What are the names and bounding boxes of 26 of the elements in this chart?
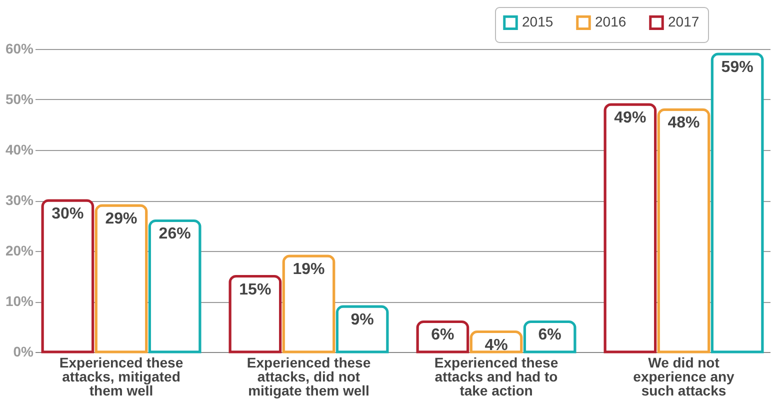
data-label: 6%: [538, 326, 562, 344]
data-label: 26%: [158, 226, 191, 243]
x-tick-label: We did not experience any such attacks: [633, 354, 735, 398]
y-tick-label: 60%: [5, 40, 34, 56]
x-tick-label: Experienced these attacks and had to take action: [434, 354, 558, 398]
data-label: 59%: [721, 59, 754, 76]
data-label: 49%: [614, 110, 646, 127]
legend-label: 2017: [668, 14, 700, 30]
y-tick-label: 50%: [5, 91, 34, 107]
data-label: 30%: [52, 206, 84, 222]
y-tick-label: 20%: [5, 242, 34, 258]
y-tick-label: 40%: [5, 142, 34, 158]
data-label: 6%: [431, 326, 454, 344]
data-label: 19%: [292, 261, 325, 278]
data-label: 15%: [239, 281, 272, 298]
data-label: 4%: [484, 336, 508, 354]
data-label: 9%: [350, 312, 374, 329]
legend-label: 2016: [595, 14, 626, 30]
data-label: 48%: [668, 114, 700, 132]
y-tick-label: 10%: [5, 293, 34, 309]
y-tick-label: 30%: [5, 192, 34, 208]
data-label: 29%: [105, 210, 138, 228]
x-tick-label: Experienced these attacks, did not mitigate them well: [246, 354, 371, 398]
legend-label: 2015: [522, 14, 554, 30]
y-tick-label: 0%: [13, 344, 34, 360]
x-tick-label: Experienced these attacks, mitigated them well: [59, 354, 184, 398]
